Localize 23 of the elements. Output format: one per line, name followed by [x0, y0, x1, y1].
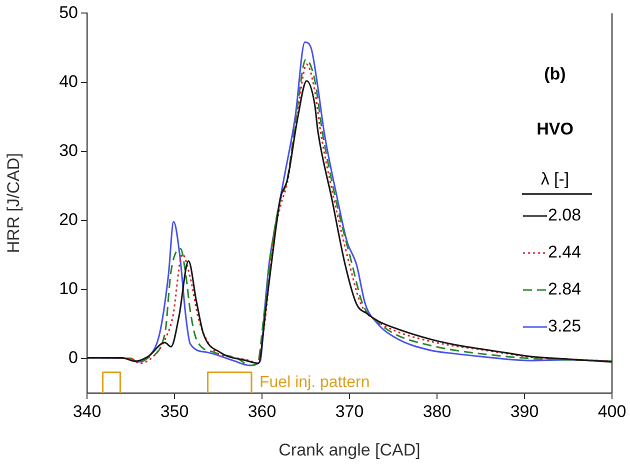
- y-tick-label: 50: [59, 2, 78, 22]
- y-tick-label: 30: [59, 140, 78, 160]
- x-tick-label: 370: [335, 402, 364, 421]
- annotation: (b): [544, 64, 566, 84]
- legend-title: λ [-]: [540, 170, 570, 189]
- legend-label: 2.44: [548, 242, 582, 262]
- y-tick-label: 0: [68, 348, 78, 368]
- x-tick-label: 350: [160, 402, 189, 421]
- annotation: HVO: [536, 120, 574, 139]
- series-label: Fuel inj. pattern: [260, 374, 370, 392]
- legend-label: 3.25: [548, 316, 582, 336]
- x-tick-label: 390: [510, 402, 539, 421]
- y-tick-label: 20: [59, 210, 78, 230]
- y-axis-title: HRR [J/CAD]: [4, 153, 23, 254]
- y-tick-label: 10: [59, 279, 78, 298]
- x-tick-label: 380: [422, 402, 452, 421]
- y-tick-label: 40: [59, 72, 78, 91]
- x-tick-label: 360: [248, 402, 276, 421]
- x-tick-label: 400: [598, 402, 626, 421]
- legend-label: 2.84: [548, 280, 582, 299]
- x-axis-title: Crank angle [CAD]: [278, 440, 420, 460]
- legend-label: 2.08: [548, 206, 582, 225]
- x-tick-label: 340: [72, 402, 102, 421]
